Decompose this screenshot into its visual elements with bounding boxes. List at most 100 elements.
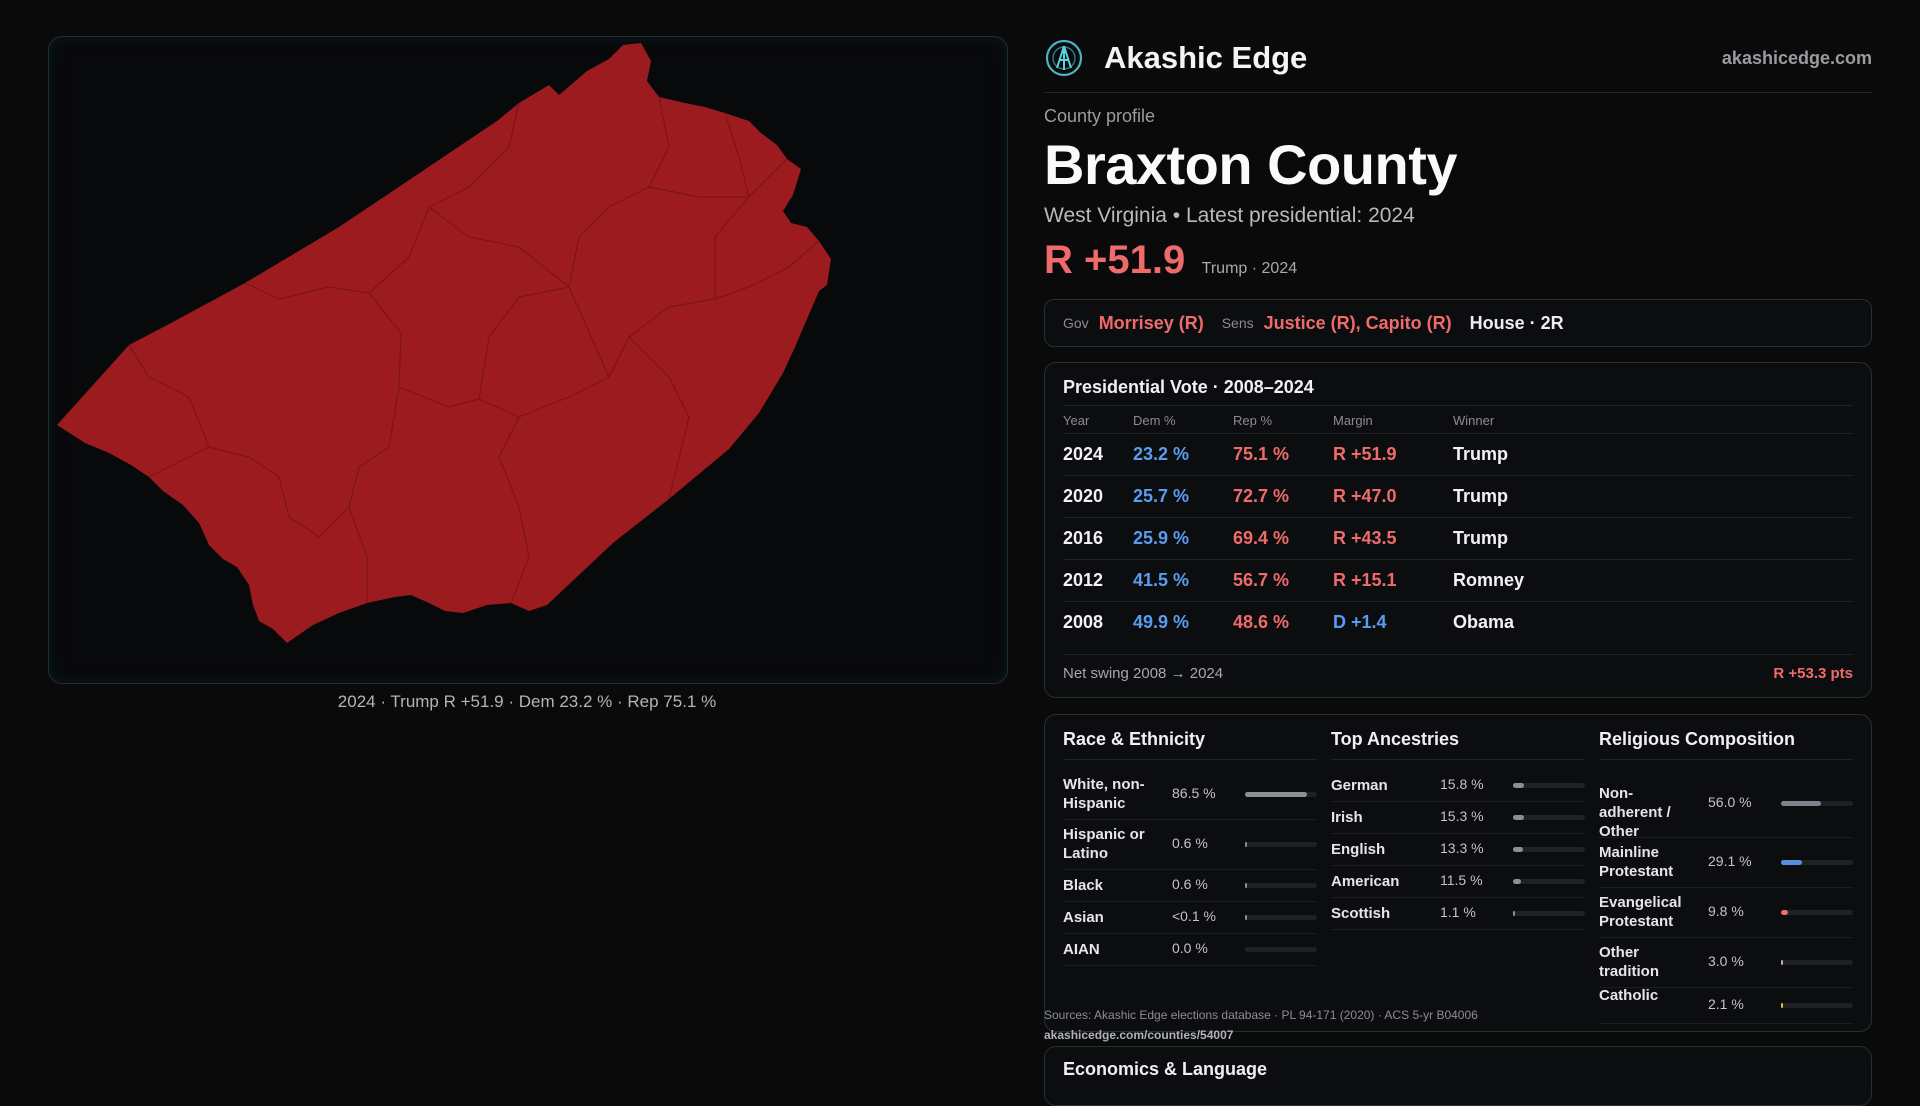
ancestry-bar-fill [1513,815,1524,820]
profile-subtitle: West Virginia • Latest presidential: 202… [1044,204,1415,227]
cell-margin: R +15.1 [1333,570,1397,590]
cell-dem: 41.5 % [1133,570,1190,590]
religion-bar-fill [1781,1003,1783,1008]
religion-label: Catholic [1599,987,1659,1004]
race-bar-track [1245,842,1317,847]
religion-bar-fill [1781,801,1821,806]
ancestry-bar-fill [1513,783,1524,788]
cell-winner: Romney [1453,570,1525,590]
cell-winner: Trump [1453,528,1509,548]
religion-bar-track [1781,801,1853,806]
race-value: 0.6 % [1172,835,1208,851]
race-value: 0.0 % [1172,940,1208,956]
religion-value: 56.0 % [1708,794,1752,810]
religion-row: Catholic 2.1 % [1599,987,1853,1024]
county-permalink[interactable]: akashicedge.com/counties/54007 [1044,1028,1234,1042]
race-row: Hispanic or Latino 0.6 % [1063,819,1317,870]
ancestry-label: English [1331,840,1386,858]
race-bar-track [1245,947,1317,952]
religion-value: 29.1 % [1708,853,1752,869]
economics-card: Economics & Language [1044,1046,1872,1106]
headline-winner: Trump · 2024 [1201,260,1298,277]
cell-winner: Trump [1453,444,1509,464]
cell-rep: 69.4 % [1233,528,1290,548]
brand-header: Akashic Edge akashicedge.com [1044,34,1872,93]
ancestry-label: Irish [1331,808,1363,826]
religion-bar-fill [1781,910,1788,915]
race-bar-fill [1245,792,1307,797]
race-label: White, non-Hispanic [1063,776,1145,812]
race-label: Hispanic or Latino [1063,826,1145,862]
ancestry-label: German [1331,776,1388,794]
ancestry-label: American [1331,872,1400,890]
ancestry-divider [1331,759,1585,760]
gov-label: Gov [1063,315,1089,331]
race-row: AIAN 0.0 % [1063,933,1317,966]
ancestry-row: Irish 15.3 % [1331,801,1585,834]
religion-value: 2.1 % [1708,996,1744,1012]
county-map[interactable] [48,36,1008,684]
race-divider [1063,759,1317,760]
house-delegation: House · 2R [1469,312,1564,333]
religion-bar-track [1781,910,1853,915]
table-row: 2020 25.7 % 72.7 % R +47.0 Trump [1063,475,1853,517]
race-row: Asian <0.1 % [1063,901,1317,934]
headline-margin: R +51.9 [1044,238,1186,282]
ancestry-row: English 13.3 % [1331,833,1585,866]
cell-year: 2016 [1063,528,1104,548]
ancestry-row: Scottish 1.1 % [1331,897,1585,930]
ancestry-row: German 15.8 % [1331,769,1585,802]
race-bar-fill [1245,883,1247,888]
table-row: 2008 49.9 % 48.6 % D +1.4 Obama [1063,601,1853,643]
race-value: <0.1 % [1172,908,1216,924]
race-bar-fill [1245,915,1247,920]
economics-title: Economics & Language [1063,1059,1268,1079]
cell-dem: 25.7 % [1133,486,1190,506]
sources-text: Sources: Akashic Edge elections database… [1044,1008,1478,1022]
religion-bar-track [1781,860,1853,865]
akashic-logo-icon[interactable] [1044,38,1084,78]
cell-dem: 25.9 % [1133,528,1190,548]
religion-row: Mainline Protestant 29.1 % [1599,837,1853,888]
ancestry-row: American 11.5 % [1331,865,1585,898]
col-header-winner: Winner [1453,413,1495,428]
religion-title: Religious Composition [1599,729,1795,749]
county-shape[interactable] [57,43,831,643]
governor-name: Morrisey (R) [1098,312,1204,333]
race-bar-track [1245,883,1317,888]
race-row: White, non-Hispanic 86.5 % [1063,769,1317,820]
ancestry-bar-track [1513,911,1585,916]
cell-rep: 48.6 % [1233,612,1290,632]
cell-winner: Trump [1453,486,1509,506]
religion-value: 3.0 % [1708,953,1744,969]
ancestry-value: 15.8 % [1440,776,1484,792]
cell-year: 2012 [1063,570,1104,590]
page-title: Braxton County [1044,133,1458,196]
ancestry-bar-track [1513,815,1585,820]
senators-label: Sens [1221,315,1254,331]
officials-bar: Gov Morrisey (R) Sens Justice (R), Capit… [1044,299,1872,347]
col-header-margin: Margin [1333,413,1373,428]
race-title: Race & Ethnicity [1063,729,1206,749]
ancestry-title: Top Ancestries [1331,729,1460,749]
cell-winner: Obama [1453,612,1515,632]
cell-year: 2024 [1063,444,1104,464]
cell-rep: 56.7 % [1233,570,1290,590]
race-label: Asian [1063,908,1104,926]
cell-rep: 72.7 % [1233,486,1290,506]
table-row: 2016 25.9 % 69.4 % R +43.5 Trump [1063,517,1853,559]
ancestry-bar-track [1513,783,1585,788]
cell-year: 2020 [1063,486,1104,506]
ancestry-bar-fill [1513,911,1515,916]
race-bar-track [1245,792,1317,797]
cell-year: 2008 [1063,612,1104,632]
col-header-year: Year [1063,413,1090,428]
race-row: Black 0.6 % [1063,869,1317,902]
net-swing-label: Net swing 2008 → 2024 [1063,665,1224,682]
brand-name[interactable]: Akashic Edge [1104,40,1308,75]
religion-label: Evangelical Protestant [1599,894,1682,930]
cell-margin: D +1.4 [1333,612,1387,632]
ancestry-value: 11.5 % [1440,872,1483,888]
brand-site-link[interactable]: akashicedge.com [1721,48,1872,68]
table-row: 2012 41.5 % 56.7 % R +15.1 Romney [1063,559,1853,601]
